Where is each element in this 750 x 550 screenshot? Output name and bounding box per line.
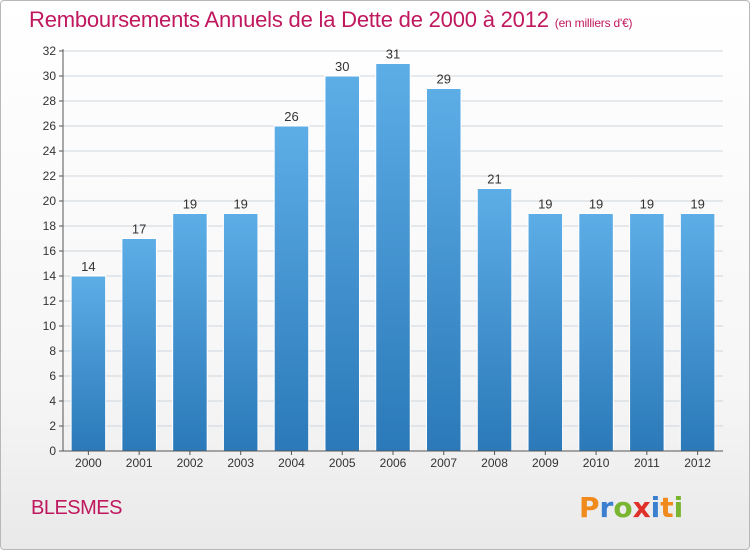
bar-2006 (375, 63, 411, 452)
y-tick-label: 28 (43, 94, 57, 108)
data-label-2006: 31 (386, 47, 400, 62)
y-tick-label: 30 (43, 69, 57, 83)
y-tick-label: 22 (43, 169, 57, 183)
bar-2008 (476, 188, 513, 452)
bar-2007 (426, 88, 462, 452)
data-label-2012: 19 (690, 197, 704, 212)
bar-2012 (679, 213, 716, 452)
x-tick-label: 2002 (177, 456, 204, 470)
logo-letter: o (613, 491, 633, 524)
y-tick-label: 18 (43, 219, 57, 233)
bar-2011 (629, 213, 665, 452)
logo-letter: i (650, 491, 661, 524)
bars (70, 63, 716, 452)
x-tick-label: 2009 (532, 456, 559, 470)
bar-2001 (121, 238, 157, 452)
logo-letter: t (660, 491, 674, 524)
proxiti-logo: Proxiti (579, 491, 683, 524)
x-tick-label: 2007 (430, 456, 457, 470)
y-tick-label: 2 (49, 419, 56, 433)
x-tick-label: 2000 (75, 456, 102, 470)
y-tick-label: 26 (43, 119, 57, 133)
logo-letter: i (673, 491, 684, 524)
x-tick-label: 2004 (278, 456, 305, 470)
data-label-2002: 19 (183, 197, 197, 212)
x-tick-label: 2010 (583, 456, 610, 470)
y-tick-label: 24 (43, 144, 57, 158)
data-label-2009: 19 (538, 197, 552, 212)
data-label-2010: 19 (589, 197, 603, 212)
data-label-2008: 21 (487, 172, 501, 187)
data-label-2000: 14 (81, 259, 95, 274)
y-tick-label: 16 (43, 244, 57, 258)
data-label-2007: 29 (437, 72, 451, 87)
y-tick-label: 8 (49, 344, 56, 358)
data-label-2001: 17 (132, 222, 146, 237)
x-tick-label: 2008 (481, 456, 508, 470)
chart-title: Remboursements Annuels de la Dette de 20… (29, 7, 633, 33)
y-tick-label: 0 (49, 444, 56, 458)
data-label-2005: 30 (335, 59, 349, 74)
x-tick-label: 2005 (329, 456, 356, 470)
y-tick-label: 10 (43, 319, 57, 333)
bar-2003 (222, 213, 259, 452)
x-tick-label: 2012 (684, 456, 711, 470)
x-tick-label: 2001 (126, 456, 153, 470)
data-label-2011: 19 (640, 197, 654, 212)
bar-2005 (324, 75, 360, 452)
bar-2010 (578, 213, 614, 452)
x-tick-label: 2011 (634, 456, 660, 470)
chart-subtitle: (en milliers d'€) (554, 16, 633, 30)
data-label-2003: 19 (233, 197, 247, 212)
y-tick-label: 14 (43, 269, 57, 283)
x-tick-label: 2003 (227, 456, 254, 470)
data-label-2004: 26 (284, 109, 298, 124)
logo-letter: x (632, 491, 651, 524)
chart-title-text: Remboursements Annuels de la Dette de 20… (29, 7, 549, 32)
y-tick-label: 4 (49, 394, 56, 408)
y-tick-label: 6 (49, 369, 56, 383)
y-tick-label: 20 (43, 194, 57, 208)
y-tick-label: 12 (43, 294, 57, 308)
bar-2000 (70, 275, 107, 452)
logo-letter: r (599, 491, 614, 524)
logo-letter: P (579, 491, 600, 524)
data-labels: 14 17 19 19 26 30 31 29 21 19 19 19 19 (81, 47, 705, 275)
bar-2002 (172, 213, 208, 452)
bar-2004 (273, 125, 310, 452)
x-tick-label: 2006 (380, 456, 407, 470)
commune-name: BLESMES (31, 497, 122, 519)
y-tick-label: 32 (43, 44, 57, 58)
bar-2009 (527, 213, 564, 452)
